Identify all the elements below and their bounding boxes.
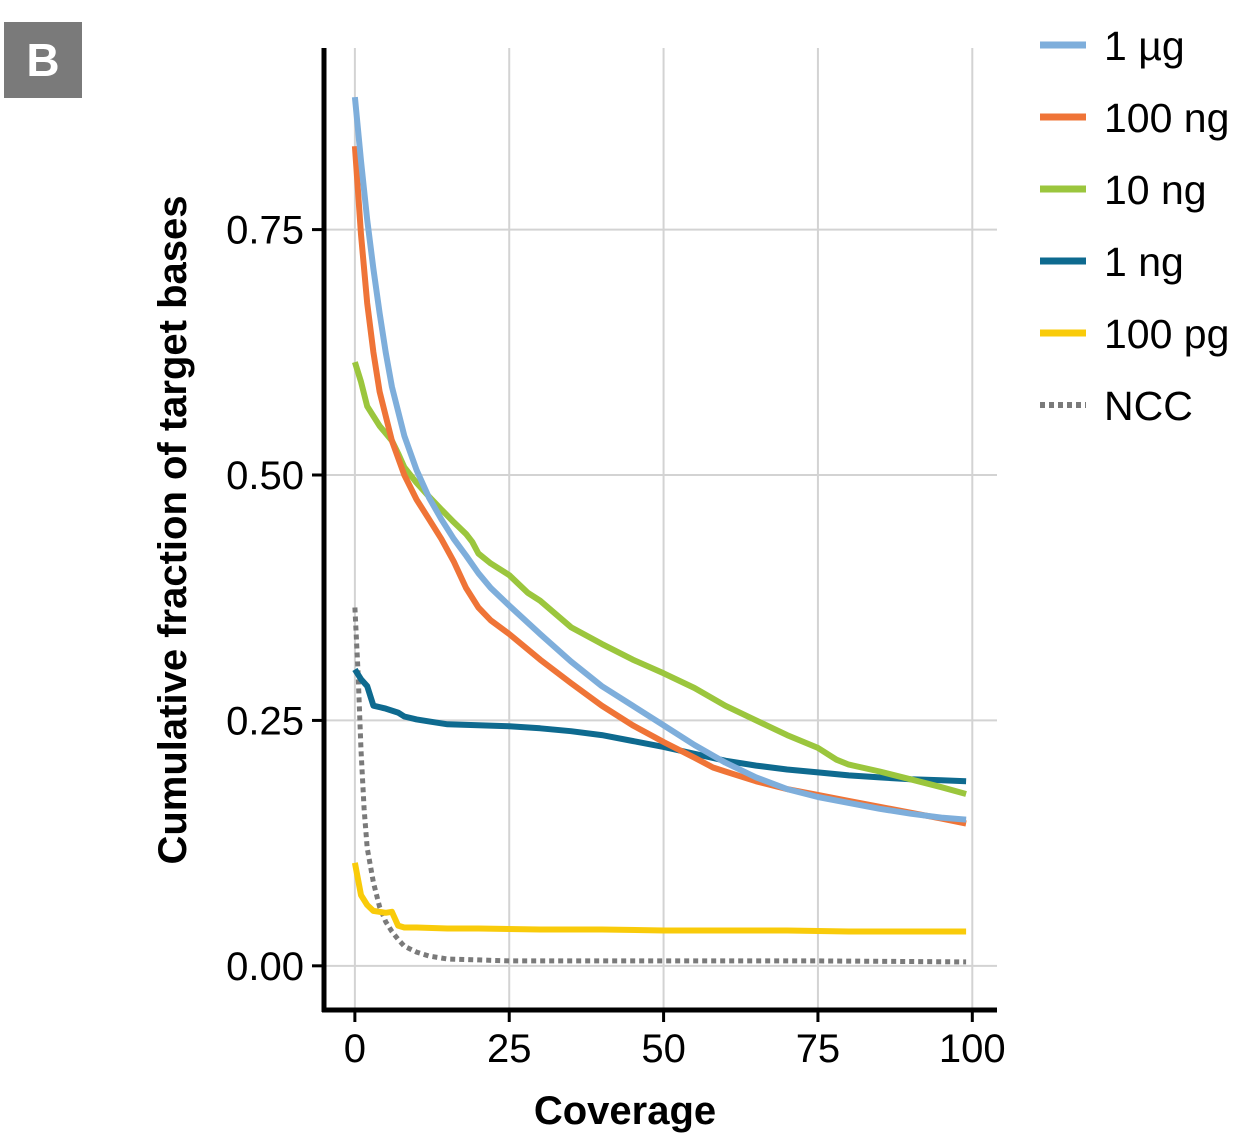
y-tick-label-1: 0.25 (226, 699, 304, 743)
x-tick-label-1: 25 (487, 1027, 532, 1071)
y-tick-label-3: 0.75 (226, 209, 304, 253)
legend-label-1: 100 ng (1104, 95, 1229, 141)
x-tick-label-2: 50 (641, 1027, 686, 1071)
legend-label-0: 1 µg (1104, 23, 1185, 69)
x-axis-title: Coverage (534, 1089, 716, 1133)
series-line-2 (352, 361, 967, 797)
axes (321, 48, 997, 1013)
y-tick-label-0: 0.00 (226, 945, 304, 989)
x-tick-label-0: 0 (344, 1027, 366, 1071)
axis-ticks: 0 25 50 75 100 0.00 0.25 0.50 0.75 (226, 209, 1006, 1071)
legend-label-3: 1 ng (1104, 239, 1184, 285)
grid-lines (324, 48, 997, 1010)
series-line-0 (351, 96, 967, 823)
legend: 1 µg 100 ng 10 ng 1 ng 100 pg NCC (1040, 23, 1229, 429)
legend-label-2: 10 ng (1104, 167, 1207, 213)
y-axis-title: Cumulative fraction of target bases (151, 195, 195, 864)
x-tick-label-4: 100 (939, 1027, 1006, 1071)
series-lines (351, 96, 967, 965)
panel-label: B (4, 22, 82, 98)
series-line-5 (352, 607, 967, 965)
legend-label-4: 100 pg (1104, 311, 1229, 357)
series-line-3 (352, 667, 967, 785)
x-tick-label-3: 75 (796, 1027, 841, 1071)
legend-label-5: NCC (1104, 383, 1193, 429)
y-tick-label-2: 0.50 (226, 454, 304, 498)
series-line-4 (351, 862, 967, 935)
